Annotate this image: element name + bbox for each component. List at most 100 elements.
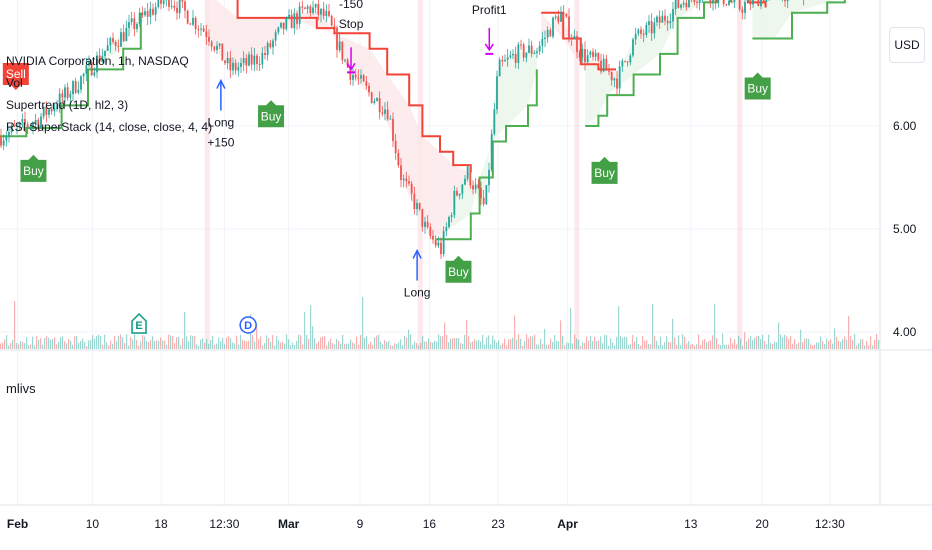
volume-bar	[476, 340, 478, 349]
candle-body	[237, 66, 240, 71]
volume-bar	[690, 344, 692, 349]
candle	[21, 113, 24, 128]
price-axis[interactable]: 6.00 5.00 4.00	[893, 119, 917, 339]
marker-label: E	[135, 320, 142, 332]
candle	[610, 71, 613, 86]
downtrend-fill	[541, 12, 616, 80]
candle-body	[450, 215, 453, 218]
buy-signal[interactable]: Buy	[258, 100, 285, 128]
volume-bar	[842, 339, 844, 349]
volume-bar	[206, 339, 208, 349]
volume-bar	[706, 342, 708, 349]
time-axis[interactable]: Feb 10 18 12:30 Mar 9 16 23 Apr 13 20 12:30	[7, 517, 845, 531]
volume-bar	[536, 344, 538, 349]
candle	[336, 25, 338, 58]
candle-body	[229, 57, 232, 71]
volume-bar	[772, 344, 774, 349]
volume-bar	[52, 338, 54, 349]
volume-bar	[474, 339, 476, 349]
supertrend-lines	[0, 0, 846, 241]
candle-body	[8, 131, 10, 138]
time-tick-label: 16	[423, 517, 437, 531]
candle	[53, 103, 56, 117]
candle-body	[514, 53, 517, 63]
candle-body	[146, 11, 149, 17]
candle-body	[301, 6, 304, 8]
volume-bar	[636, 337, 638, 349]
buy-signal[interactable]: Buy	[591, 156, 618, 184]
candle-body	[18, 122, 21, 126]
candle	[765, 0, 768, 3]
volume-bar	[394, 343, 396, 349]
candle-body	[88, 61, 90, 66]
volume-bar	[262, 345, 264, 349]
volume-bar	[280, 342, 282, 349]
candle	[480, 181, 482, 206]
candle-body	[194, 17, 197, 30]
volume-bar	[158, 340, 160, 349]
candle-body	[493, 109, 496, 135]
candle	[5, 130, 8, 147]
candle-body	[77, 89, 80, 93]
volume-bar	[720, 344, 722, 349]
volume-bar	[90, 340, 92, 349]
candle	[138, 7, 141, 27]
candle	[474, 178, 477, 194]
volume-bar	[310, 305, 312, 349]
volume-bar	[184, 311, 186, 349]
buy-badge	[258, 100, 285, 128]
candle	[240, 57, 242, 73]
candle	[288, 9, 290, 20]
candle	[405, 171, 408, 188]
candle	[445, 222, 448, 237]
volume-bar	[838, 340, 840, 349]
candle	[0, 128, 2, 148]
candle	[688, 0, 690, 8]
volume-bar	[180, 345, 182, 349]
candle	[661, 10, 664, 23]
volume-bar	[292, 342, 294, 349]
volume-bar	[876, 334, 878, 349]
volume-bar	[64, 341, 66, 349]
candle-body	[218, 43, 221, 46]
candle	[416, 199, 418, 216]
volume-bar	[844, 336, 846, 349]
volume-bar	[114, 335, 116, 349]
candle	[328, 3, 330, 18]
time-tick-label: 13	[684, 517, 698, 531]
candle-body	[722, 0, 725, 5]
dividend-marker[interactable]: D	[239, 316, 257, 334]
candle-body	[314, 3, 317, 8]
candle	[656, 15, 658, 27]
candle-body	[520, 44, 522, 46]
volume-bar	[42, 344, 44, 349]
volume-bar	[346, 343, 348, 349]
volume-bar	[716, 338, 718, 349]
candle	[282, 22, 285, 35]
buy-signal[interactable]: Buy	[20, 154, 47, 182]
volume-bar	[164, 340, 166, 349]
sell-signal[interactable]: Sell	[2, 62, 29, 90]
candle	[2, 134, 5, 150]
volume-bar	[478, 339, 480, 349]
currency-button[interactable]: USD	[889, 27, 925, 63]
volume-bar	[198, 345, 200, 349]
buy-signal[interactable]: Buy	[445, 255, 472, 283]
buy-signal[interactable]: Buy	[744, 72, 771, 100]
candle	[229, 50, 232, 79]
volume-bar	[762, 334, 764, 349]
volume-bar	[810, 344, 812, 349]
candle	[557, 10, 560, 25]
volume-bar	[800, 329, 802, 349]
candle-body	[621, 60, 624, 67]
earnings-marker[interactable]: E	[131, 312, 147, 334]
uptrend-fill	[585, 0, 731, 126]
candle-body	[253, 55, 256, 65]
lower-pane-title[interactable]: mlivs	[6, 381, 36, 396]
candle-body	[240, 63, 242, 67]
volume-bar	[580, 345, 582, 349]
volume-bar	[254, 341, 256, 349]
candle	[194, 16, 197, 35]
